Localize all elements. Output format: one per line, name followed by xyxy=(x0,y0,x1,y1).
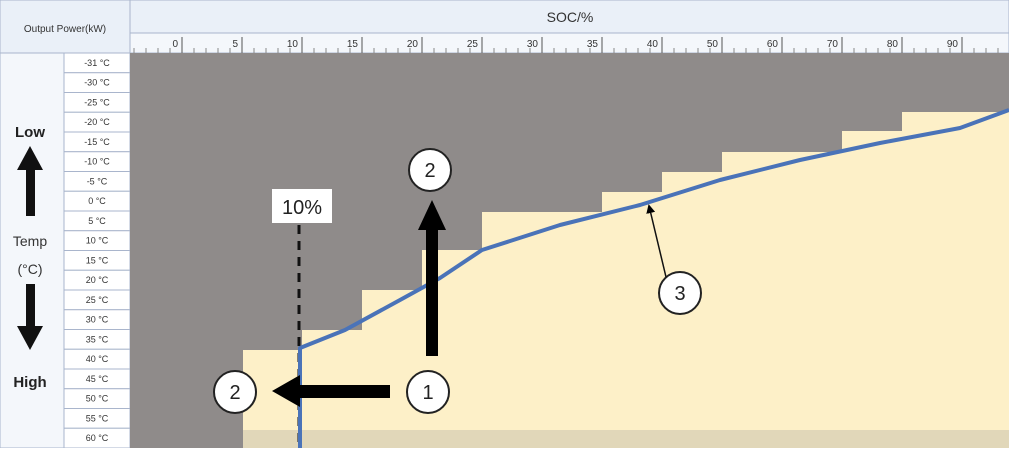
temp-row-label: -15 °C xyxy=(84,137,110,147)
threshold-label: 10% xyxy=(282,197,322,219)
soc-tick-label: 15 xyxy=(347,39,359,50)
callout-3-leader xyxy=(646,204,667,278)
temp-row-label: 30 °C xyxy=(86,315,109,325)
temp-row-label: 15 °C xyxy=(86,255,109,265)
soc-tick-label: 50 xyxy=(707,39,719,50)
soc-tick-label: 35 xyxy=(587,39,599,50)
temp-row-label: 60 °C xyxy=(86,433,109,443)
soc-tick-label: 30 xyxy=(527,39,539,50)
soc-axis-title: SOC/% xyxy=(547,9,594,25)
down-arrow-head xyxy=(17,326,43,350)
soc-tick-label: 10 xyxy=(287,39,299,50)
temp-row-label: 5 °C xyxy=(88,216,106,226)
temp-row-label: -30 °C xyxy=(84,78,110,88)
up-arrow-2-shaft xyxy=(426,228,438,356)
temp-row-label: -25 °C xyxy=(84,97,110,107)
soc-tick-label: 5 xyxy=(232,39,238,50)
temp-row-label: 55 °C xyxy=(86,413,109,423)
power-limit-curve xyxy=(298,108,1009,448)
temp-row-label: 25 °C xyxy=(86,295,109,305)
down-arrow-shaft xyxy=(26,284,35,330)
soc-tick-label: 90 xyxy=(947,39,959,50)
left-arrow-2-head xyxy=(272,375,300,407)
temp-unit-label: (°C) xyxy=(17,261,42,277)
temp-row-label: 40 °C xyxy=(86,354,109,364)
soc-tick-label: 80 xyxy=(887,39,899,50)
corner-label: Output Power(kW) xyxy=(24,24,106,35)
temp-row-label: -20 °C xyxy=(84,117,110,127)
soc-tick-labels: 051015202530354050607080901 xyxy=(133,37,999,53)
temp-label: Temp xyxy=(13,233,47,249)
callout-2-up-circle xyxy=(408,148,452,192)
temp-row-label: 20 °C xyxy=(86,275,109,285)
soc-tick-label: 20 xyxy=(407,39,419,50)
callout-1-circle xyxy=(406,370,450,414)
soc-tick-label: 70 xyxy=(827,39,839,50)
up-arrow-2-head xyxy=(418,200,446,230)
callout-1: 1 xyxy=(422,382,433,404)
low-label: Low xyxy=(15,124,45,141)
left-arrow-2-shaft xyxy=(296,385,390,398)
soc-tick-label: 40 xyxy=(647,39,659,50)
callout-2-left-circle xyxy=(213,370,257,414)
callout-3: 3 xyxy=(674,283,685,305)
temp-row-labels: -31 °C -30 °C -25 °C -20 °C -15 °C -10 °C -5 °… xyxy=(63,52,131,449)
callout-2-up: 2 xyxy=(424,160,435,182)
allowed-region xyxy=(243,112,1009,448)
soc-tick-strip xyxy=(129,32,1009,54)
temp-row-label: -31 °C xyxy=(84,58,110,68)
up-arrow-head xyxy=(17,146,43,170)
bottom-strip xyxy=(130,430,1009,448)
soc-tick-label: 0 xyxy=(172,39,178,50)
callout-3-circle xyxy=(658,271,702,315)
up-arrow-shaft xyxy=(26,168,35,216)
temp-row-label: 50 °C xyxy=(86,394,109,404)
temp-row-label: -5 °C xyxy=(87,176,108,186)
callout-2-left: 2 xyxy=(229,382,240,404)
soc-tick-label: 60 xyxy=(767,39,779,50)
temp-row-label: -10 °C xyxy=(84,157,110,167)
temp-row-label: 35 °C xyxy=(86,334,109,344)
temp-row-label: 0 °C xyxy=(88,196,106,206)
temp-row-label: 45 °C xyxy=(86,374,109,384)
soc-tick-label: 25 xyxy=(467,39,479,50)
temp-row-label: 10 °C xyxy=(86,236,109,246)
soc-header xyxy=(129,0,1009,34)
temp-axis-column xyxy=(0,52,65,449)
threshold-label-box xyxy=(272,189,332,223)
high-label: High xyxy=(13,374,46,391)
